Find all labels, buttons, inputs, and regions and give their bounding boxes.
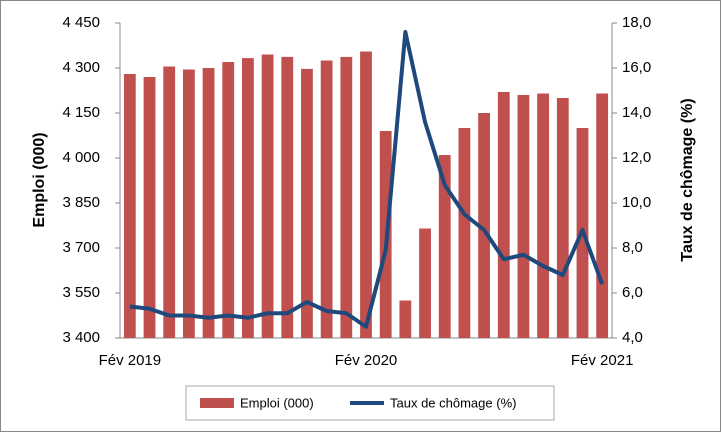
y2-tick-label: 6,0: [622, 284, 643, 301]
y2-tick-label: 10,0: [622, 194, 651, 211]
bar: [281, 56, 294, 339]
bar: [537, 93, 550, 338]
bar: [556, 98, 569, 338]
legend-box: [185, 385, 555, 421]
bar: [301, 68, 313, 339]
bar: [478, 113, 490, 338]
y-tick-label: 3 550: [62, 284, 100, 301]
y2-tick-label: 8,0: [622, 239, 643, 256]
y-tick-label: 4 000: [62, 149, 100, 166]
y-tick-label: 4 150: [62, 104, 100, 121]
line: [129, 30, 605, 329]
bar: [419, 228, 431, 338]
y-tick-label: 3 400: [62, 329, 100, 346]
legend-label: Emploi (000): [240, 395, 314, 410]
y-tick-label: 4 450: [62, 14, 100, 31]
bar: [320, 60, 333, 338]
y-tick-label: 3 700: [62, 239, 100, 256]
bar: [222, 62, 235, 338]
legend-swatch: [200, 398, 234, 408]
bar: [202, 68, 215, 338]
y-axis-title: Emploi (000): [31, 132, 48, 227]
bar: [497, 92, 510, 338]
bar: [458, 128, 471, 338]
bar: [517, 95, 530, 338]
bar: [163, 66, 176, 338]
bar: [399, 300, 412, 338]
bar: [360, 51, 372, 338]
y2-tick-label: 12,0: [622, 149, 651, 166]
bar: [123, 74, 136, 338]
bar: [143, 77, 156, 338]
legend-label: Taux de chômage (%): [390, 395, 516, 410]
y2-tick-label: 14,0: [622, 104, 651, 121]
bar: [182, 69, 195, 338]
y2-axis-title: Taux de chômage (%): [679, 98, 696, 261]
y2-tick-label: 4,0: [622, 329, 643, 346]
x-tick-label: Fév 2019: [99, 352, 162, 369]
bar: [340, 56, 353, 339]
x-tick-label: Fév 2020: [335, 352, 398, 369]
bar: [261, 54, 274, 338]
y-tick-label: 3 850: [62, 194, 100, 211]
y2-tick-label: 18,0: [622, 14, 651, 31]
x-tick-label: Fév 2021: [571, 352, 634, 369]
bar: [438, 155, 451, 338]
bar: [596, 93, 609, 338]
y-tick-label: 4 300: [62, 59, 100, 76]
bar: [242, 58, 254, 338]
y2-tick-label: 16,0: [622, 59, 651, 76]
